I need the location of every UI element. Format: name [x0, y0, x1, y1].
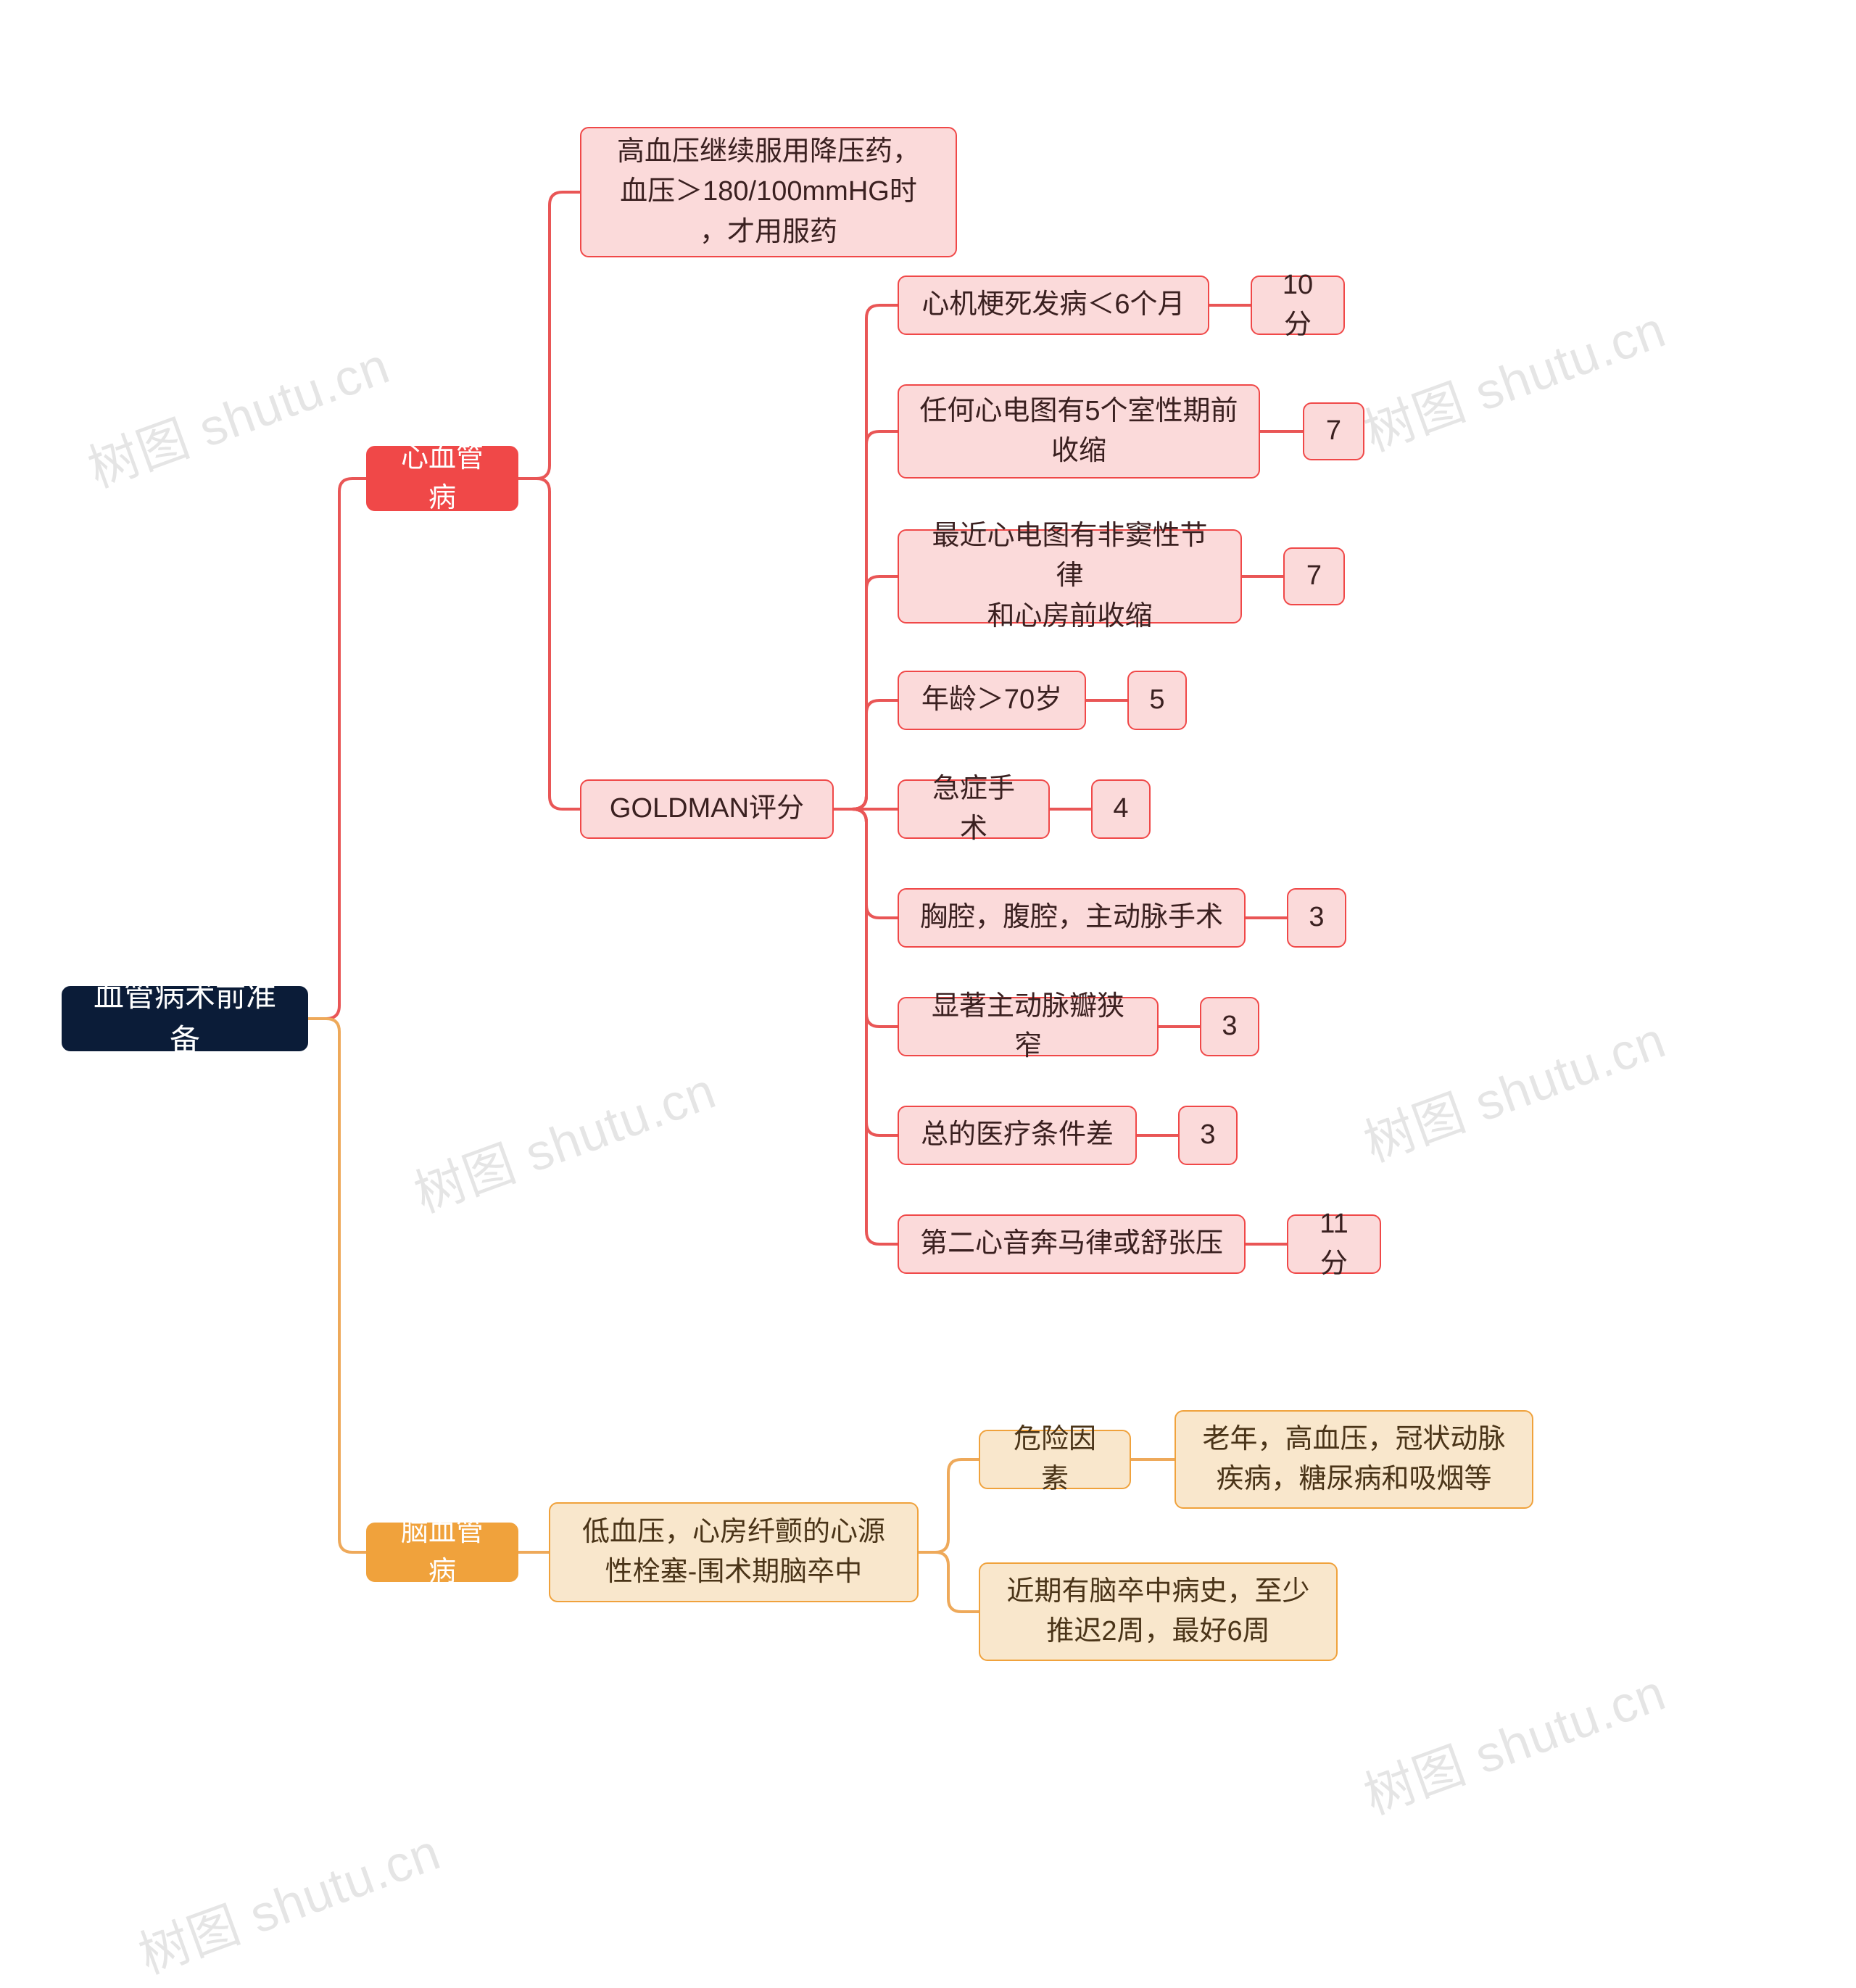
- goldman-score-7: 3: [1178, 1106, 1238, 1165]
- goldman-item-5: 胸腔，腹腔，主动脉手术: [898, 888, 1246, 948]
- watermark: 树图 shutu.cn: [403, 1051, 724, 1227]
- goldman-item-3: 年龄＞70岁: [898, 671, 1086, 730]
- root-node: 血管病术前准备: [62, 986, 308, 1051]
- hypertension-node: 高血压继续服用降压药， 血压＞180/100mmHG时 ，才用服药: [580, 127, 957, 257]
- cardio-node: 心血管病: [366, 446, 518, 511]
- goldman-score-3: 5: [1127, 671, 1187, 730]
- condition-node: 低血压，心房纤颤的心源 性栓塞-围术期脑卒中: [549, 1502, 919, 1602]
- goldman-item-1: 任何心电图有5个室性期前 收缩: [898, 384, 1260, 479]
- goldman-item-6: 显著主动脉瓣狭窄: [898, 997, 1159, 1056]
- cerebro-node: 脑血管病: [366, 1523, 518, 1582]
- goldman-item-7: 总的医疗条件差: [898, 1106, 1137, 1165]
- goldman-item-8: 第二心音奔马律或舒张压: [898, 1214, 1246, 1274]
- goldman-score-8: 11分: [1287, 1214, 1381, 1274]
- watermark: 树图 shutu.cn: [1353, 1652, 1674, 1829]
- risk-label-node: 危险因素: [979, 1430, 1131, 1489]
- goldman-item-4: 急症手术: [898, 779, 1050, 839]
- goldman-score-4: 4: [1091, 779, 1151, 839]
- goldman-score-5: 3: [1287, 888, 1346, 948]
- goldman-score-6: 3: [1200, 997, 1259, 1056]
- watermark: 树图 shutu.cn: [128, 1812, 449, 1988]
- goldman-item-2: 最近心电图有非窦性节律 和心房前收缩: [898, 529, 1242, 624]
- risk-text-node: 老年，高血压，冠状动脉 疾病，糖尿病和吸烟等: [1174, 1410, 1533, 1509]
- watermark: 树图 shutu.cn: [77, 326, 398, 502]
- goldman-score-1: 7: [1303, 402, 1364, 460]
- watermark: 树图 shutu.cn: [1353, 289, 1674, 466]
- goldman-score-0: 10分: [1251, 276, 1345, 335]
- goldman-item-0: 心机梗死发病＜6个月: [898, 276, 1209, 335]
- watermark: 树图 shutu.cn: [1353, 1000, 1674, 1177]
- mindmap-canvas: 血管病术前准备 心血管病 高血压继续服用降压药， 血压＞180/100mmHG时…: [0, 0, 1856, 1929]
- goldman-node: GOLDMAN评分: [580, 779, 834, 839]
- delay-node: 近期有脑卒中病史，至少 推迟2周，最好6周: [979, 1562, 1338, 1661]
- goldman-score-2: 7: [1283, 547, 1345, 605]
